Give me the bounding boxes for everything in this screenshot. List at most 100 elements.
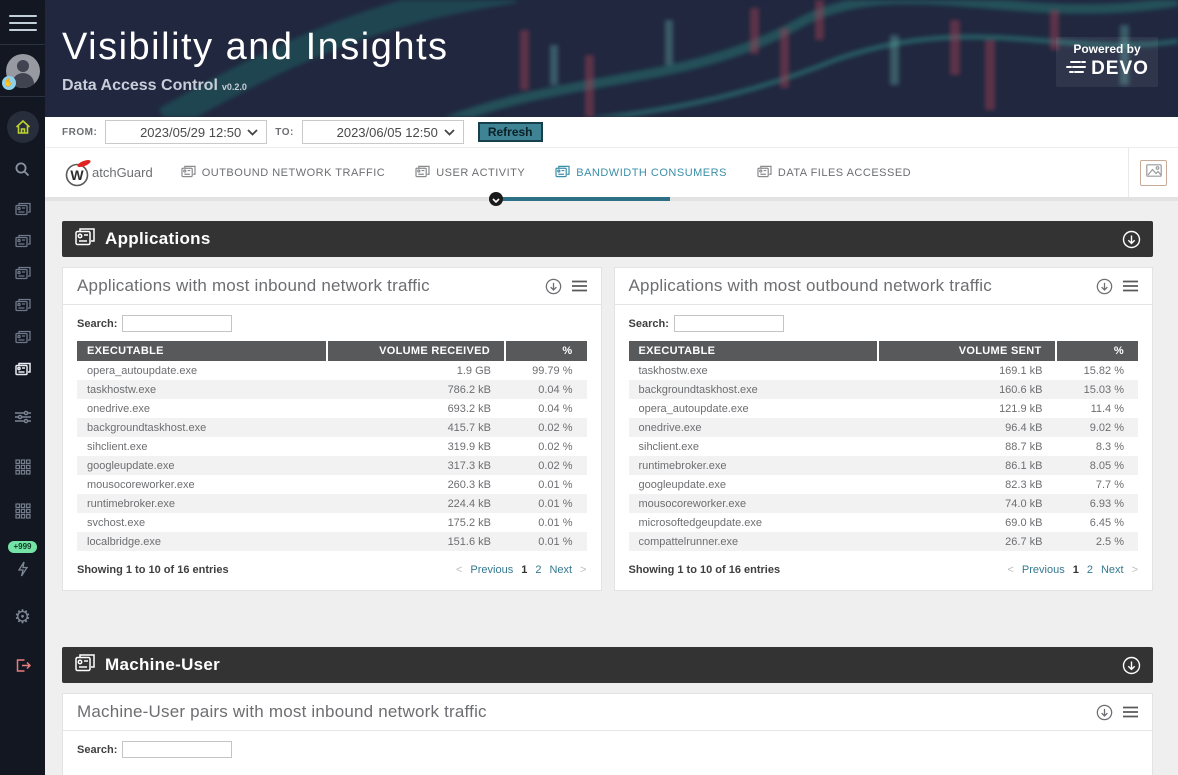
dashboard-icon [14,234,31,248]
next-page-link[interactable]: Next [1100,564,1124,576]
cell-value: 160.6 kB [999,383,1043,396]
cell-value: 69.0 kB [1005,516,1043,529]
hero-header: Visibility and Insights Data Access Cont… [45,0,1178,117]
cell-executable: compattelrunner.exe [638,535,739,548]
sidebar-item-settings[interactable]: ⚙ [7,601,39,633]
version-label: v0.2.0 [221,82,247,92]
table-row: backgroundtaskhost.exe 160.6 kB 15.03 % [628,380,1138,399]
sidebar-item-apps-grid-1[interactable] [7,451,39,483]
circle-down-arrow-icon [1122,230,1141,248]
column-executable[interactable]: EXECUTABLE [77,341,328,361]
notifications-count-badge[interactable]: +999 [8,541,37,553]
circle-down-arrow-icon [1096,704,1113,720]
page-1-link[interactable]: 1 [1072,564,1079,576]
avatar[interactable]: ✋ [1,54,40,90]
dashboard-icon [14,266,31,280]
table-row: taskhostw.exe 169.1 kB 15.82 % [629,361,1139,380]
cell-value: 0.02 % [538,459,573,472]
card-footer: Showing 1 to 10 of 16 entries < Previous… [629,564,1139,576]
cell-value: 99.79 % [532,364,573,377]
column-executable[interactable]: EXECUTABLE [628,341,880,361]
cell-value: 6.45 % [1089,516,1124,529]
previous-page-link[interactable]: Previous [470,564,514,576]
tab-bandwidth-consumers[interactable]: BANDWIDTH CONSUMERS [555,165,727,181]
search-input[interactable] [122,741,233,758]
table-row: localbridge.exe 151.6 kB 0.01 % [77,532,587,551]
cell-value: 8.3 % [1095,440,1124,453]
download-button[interactable] [1096,278,1113,295]
sidebar-item-dashboard-6-active[interactable] [7,353,39,385]
section-collapse-button[interactable] [1122,230,1141,249]
menu-icon[interactable] [8,10,37,36]
section-collapse-button[interactable] [1122,656,1141,675]
subtitle-text: Data Access Control [62,77,218,94]
table-row: microsoftedgeupdate.exe 69.0 kB 6.45 % [629,513,1139,532]
sidebar-item-dashboard-5[interactable] [7,321,39,353]
dashboard-icon [14,362,31,376]
scroll-indicator-knob[interactable] [489,192,503,206]
section-machine-user[interactable]: Machine-User [62,647,1153,683]
sidebar-item-dashboard-1[interactable] [7,193,39,225]
next-page-link[interactable]: Next [549,564,573,576]
chevron-down-icon [444,123,455,141]
to-datetime-select[interactable]: 2023/06/05 12:50 [301,120,464,144]
tab-icon [757,165,772,181]
tab-data-files-accessed[interactable]: DATA FILES ACCESSED [757,165,911,181]
card-menu-button[interactable] [1123,280,1138,292]
next-arrow-icon[interactable]: > [580,564,587,576]
divider [0,96,45,97]
sidebar-item-apps-grid-2[interactable] [7,495,39,527]
table-row: googleupdate.exe 317.3 kB 0.02 % [77,456,587,475]
prev-arrow-icon[interactable]: < [1007,564,1014,576]
cell-value: 82.3 kB [1005,478,1043,491]
cell-executable: googleupdate.exe [87,459,175,472]
sidebar-item-dashboard-3[interactable] [7,257,39,289]
sidebar-item-home[interactable] [6,111,39,143]
page-2-link[interactable]: 2 [535,564,542,576]
sidebar-item-dashboard-4[interactable] [7,289,39,321]
table-row: mousocoreworker.exe 260.3 kB 0.01 % [77,475,587,494]
tab-user-activity[interactable]: USER ACTIVITY [415,165,525,181]
table-header-row: EXECUTABLE VOLUME RECEIVED % [77,341,587,361]
page-1-link[interactable]: 1 [521,564,528,576]
hamburger-icon [571,280,587,292]
image-export-button[interactable] [1140,160,1167,186]
cell-value: 8.05 % [1089,459,1124,472]
column-volume-received[interactable]: VOLUME RECEIVED [326,341,506,361]
next-arrow-icon[interactable]: > [1131,564,1138,576]
sidebar-item-search[interactable] [7,153,39,185]
download-button[interactable] [545,278,562,295]
cell-executable: taskhostw.exe [87,383,157,396]
sidebar-item-filters[interactable] [7,401,39,433]
download-button[interactable] [1096,704,1113,721]
tab-scroll-thumb[interactable] [500,197,670,201]
section-applications[interactable]: Applications [62,221,1153,257]
page-title: Visibility and Insights [62,26,449,68]
previous-page-link[interactable]: Previous [1021,564,1065,576]
cell-value: 15.03 % [1083,383,1124,396]
sidebar-item-logout[interactable] [7,649,39,681]
search-input[interactable] [673,315,784,332]
grid-icon [14,459,31,475]
tab-outbound-network-traffic[interactable]: OUTBOUND NETWORK TRAFFIC [181,165,386,181]
search-input[interactable] [122,315,233,332]
page-2-link[interactable]: 2 [1086,564,1093,576]
prev-arrow-icon[interactable]: < [455,564,463,576]
from-datetime-select[interactable]: 2023/05/29 12:50 [105,120,268,144]
outbound-table: EXECUTABLE VOLUME SENT % taskhostw.exe 16… [628,341,1139,551]
card-title: Machine-User pairs with most inbound net… [77,702,487,721]
column-percent[interactable]: % [1056,341,1138,361]
column-percent[interactable]: % [504,341,587,361]
tab-scroll-track[interactable] [45,192,1178,206]
sidebar-item-dashboard-2[interactable] [7,225,39,257]
column-volume-sent[interactable]: VOLUME SENT [878,341,1058,361]
card-outbound-apps: Applications with most outbound network … [613,267,1153,591]
card-menu-button[interactable] [571,280,587,292]
sidebar-item-alerts[interactable] [7,553,39,585]
table-row: onedrive.exe 693.2 kB 0.04 % [77,399,587,418]
powered-by-devo-logo: Powered by DEVO [1056,37,1158,87]
refresh-button[interactable]: Refresh [477,122,543,142]
cell-executable: sihclient.exe [638,440,700,453]
tab-label: DATA FILES ACCESSED [777,166,912,179]
card-menu-button[interactable] [1123,706,1138,718]
